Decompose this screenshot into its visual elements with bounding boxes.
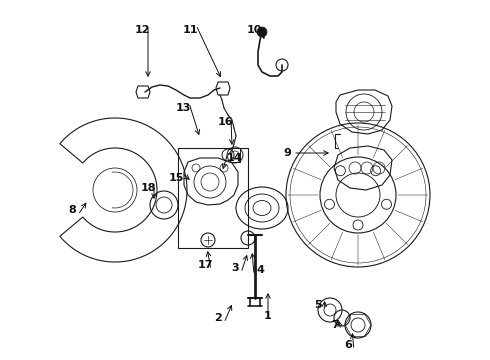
- Text: 10: 10: [246, 25, 262, 35]
- Text: 7: 7: [331, 320, 339, 330]
- Text: 16: 16: [217, 117, 233, 127]
- Text: 5: 5: [314, 300, 322, 310]
- Text: 8: 8: [68, 205, 76, 215]
- Text: 12: 12: [134, 25, 150, 35]
- Text: 13: 13: [175, 103, 191, 113]
- Text: 18: 18: [140, 183, 156, 193]
- Circle shape: [257, 27, 267, 37]
- Text: 6: 6: [344, 340, 352, 350]
- Text: 11: 11: [182, 25, 198, 35]
- Text: 14: 14: [226, 153, 242, 163]
- Text: 1: 1: [264, 311, 272, 321]
- Text: 9: 9: [283, 148, 291, 158]
- Text: 4: 4: [256, 265, 264, 275]
- Text: 3: 3: [231, 263, 239, 273]
- Text: 15: 15: [168, 173, 184, 183]
- Text: 2: 2: [214, 313, 222, 323]
- Text: 17: 17: [197, 260, 213, 270]
